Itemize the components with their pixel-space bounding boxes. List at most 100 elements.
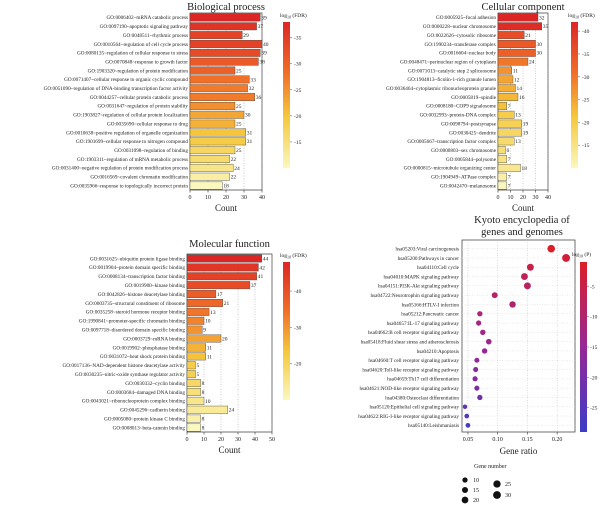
pathway-label: hsa05203:Viral carcinogenesis (395, 246, 459, 252)
bar (497, 119, 522, 128)
term-label: GO:0048471~perinuclear region of cytopla… (400, 58, 496, 65)
term-label: GO:0000803~sex chromosome (431, 148, 497, 154)
bar (186, 379, 201, 387)
term-label: GO:0017136~NAD-dependent histone deacety… (62, 363, 185, 369)
term-label: GO:0003729~mRNA binding (123, 336, 185, 342)
bubble (485, 338, 492, 345)
bar-value-label: 24 (529, 60, 535, 66)
term-label: GO:0019902~phosphatase binding (113, 345, 186, 351)
bar (186, 307, 210, 316)
bubble (477, 394, 483, 401)
x-tick-label: 20 (223, 195, 229, 201)
term-label: GO:1904813~ficolin-1-rich granule lumen (407, 76, 496, 83)
bar (189, 93, 256, 101)
term-label: GO:0008013~beta-catenin binding (113, 425, 186, 431)
x-tick-label: 20 (520, 195, 526, 201)
bar-value-label: 7 (508, 175, 511, 181)
bar (189, 75, 250, 84)
bar (497, 102, 507, 110)
bar-value-label: 21 (525, 33, 531, 39)
bar (189, 22, 257, 31)
colorbar-title-suffix: (FDR) (579, 12, 595, 19)
x-tick-label: 0.05 (463, 437, 474, 443)
colorbar-title: log10 (FDR) (280, 252, 307, 260)
bar (497, 13, 539, 22)
colorbar-tick-label: -15 (294, 140, 302, 146)
pathway-label: hsa04210:Apoptosis (417, 349, 459, 355)
colorbar-tick-label: -40 (582, 29, 590, 35)
colorbar-tick-label: -35 (582, 52, 590, 58)
bar-value-label: 14 (517, 86, 523, 92)
bubble (474, 357, 480, 363)
bar (497, 146, 506, 155)
x-tick-label: 40 (252, 437, 258, 443)
size-legend: Gene number 10 15 20 25 30 (461, 464, 511, 504)
bar (186, 361, 196, 370)
term-label: GO:0005819~spindle (451, 95, 497, 101)
term-label: GO:0071013~catalytic step 2 spliceosome (408, 68, 497, 74)
colorbar-tick-label: -20 (294, 114, 302, 120)
term-label: GO:0031647~regulation of protein stabili… (97, 103, 188, 110)
plot-frame (186, 253, 273, 433)
x-tick-label: 0 (186, 437, 189, 443)
pathway-label: hsa04622:RIG-I-like receptor signaling p… (358, 414, 459, 420)
bar-value-label: 17 (217, 292, 223, 298)
term-label: GO:0008180~COP9 signalosome (426, 104, 497, 110)
term-label: GO:0035966~response to topologically inc… (70, 183, 188, 189)
bar-value-label: 41 (258, 274, 264, 280)
bar (189, 128, 246, 137)
term-label: GO:0010564~regulation of cell cycle proc… (94, 41, 188, 48)
size-legend-dot (493, 480, 501, 488)
bar (497, 22, 542, 31)
bar (189, 57, 259, 66)
bubble (521, 273, 528, 280)
bar (497, 181, 507, 190)
x-tick-label: 40 (259, 195, 265, 201)
bar-value-label: 18 (223, 183, 229, 189)
bubble (509, 301, 516, 308)
bar (497, 172, 507, 181)
bubble (491, 292, 498, 299)
bar-value-label: 11 (207, 345, 213, 351)
size-legend-dot (493, 491, 501, 499)
x-tick-label: 20 (218, 437, 224, 443)
bar-value-label: 19 (523, 130, 529, 136)
x-axis-label: Count (218, 445, 241, 455)
term-label: GO:0030235~nitric-oxide synthase regulat… (75, 372, 186, 378)
term-label: GO:0000228~nuclear chromosome (423, 24, 497, 30)
bar-value-label: 40 (263, 42, 269, 48)
bar-value-label: 25 (236, 148, 242, 154)
colorbar-tick-label: -20 (590, 375, 598, 381)
bubble (523, 282, 531, 290)
bar-value-label: 8 (202, 417, 205, 423)
bar-value-label: 24 (229, 408, 235, 414)
bar (189, 163, 234, 172)
bar-value-label: 8 (202, 390, 205, 396)
term-label: GO:0097718~disordered domain specific bi… (82, 326, 186, 333)
term-label: GO:0031098~regulation of binding (114, 147, 188, 154)
term-label: GO:0016569~covalent chromatin modificati… (90, 174, 188, 181)
term-label: GO:0008134~transcription factor binding (98, 273, 185, 280)
colorbar-tick-label: -30 (582, 75, 590, 81)
colorbar-tick-label: -25 (590, 406, 598, 412)
bar-value-label: 39 (261, 15, 267, 21)
term-label: GO:0035258~steroid hormone receptor bind… (86, 310, 186, 316)
term-label: GO:0003684~damaged DNA binding (107, 390, 185, 396)
size-legend-label: 20 (473, 498, 479, 504)
bar-value-label: 38 (259, 60, 265, 66)
bar (186, 316, 205, 325)
size-legend-label: 30 (505, 493, 511, 499)
colorbar-title-subscript: 10 (287, 15, 291, 20)
x-tick-label: 30 (533, 195, 539, 201)
bar-value-label: 11 (207, 354, 213, 360)
x-axis-label: Count (512, 203, 535, 213)
bubble (473, 367, 479, 373)
bar-value-label: 18 (522, 166, 528, 172)
bar-value-label: 9 (203, 328, 206, 334)
term-label: GO:0010638~positive regulation of organe… (66, 129, 188, 136)
bar-value-label: 22 (231, 175, 237, 181)
colorbar-tick-label: -30 (294, 325, 302, 331)
term-label: GO:1903827~regulation of cellular protei… (73, 112, 188, 119)
